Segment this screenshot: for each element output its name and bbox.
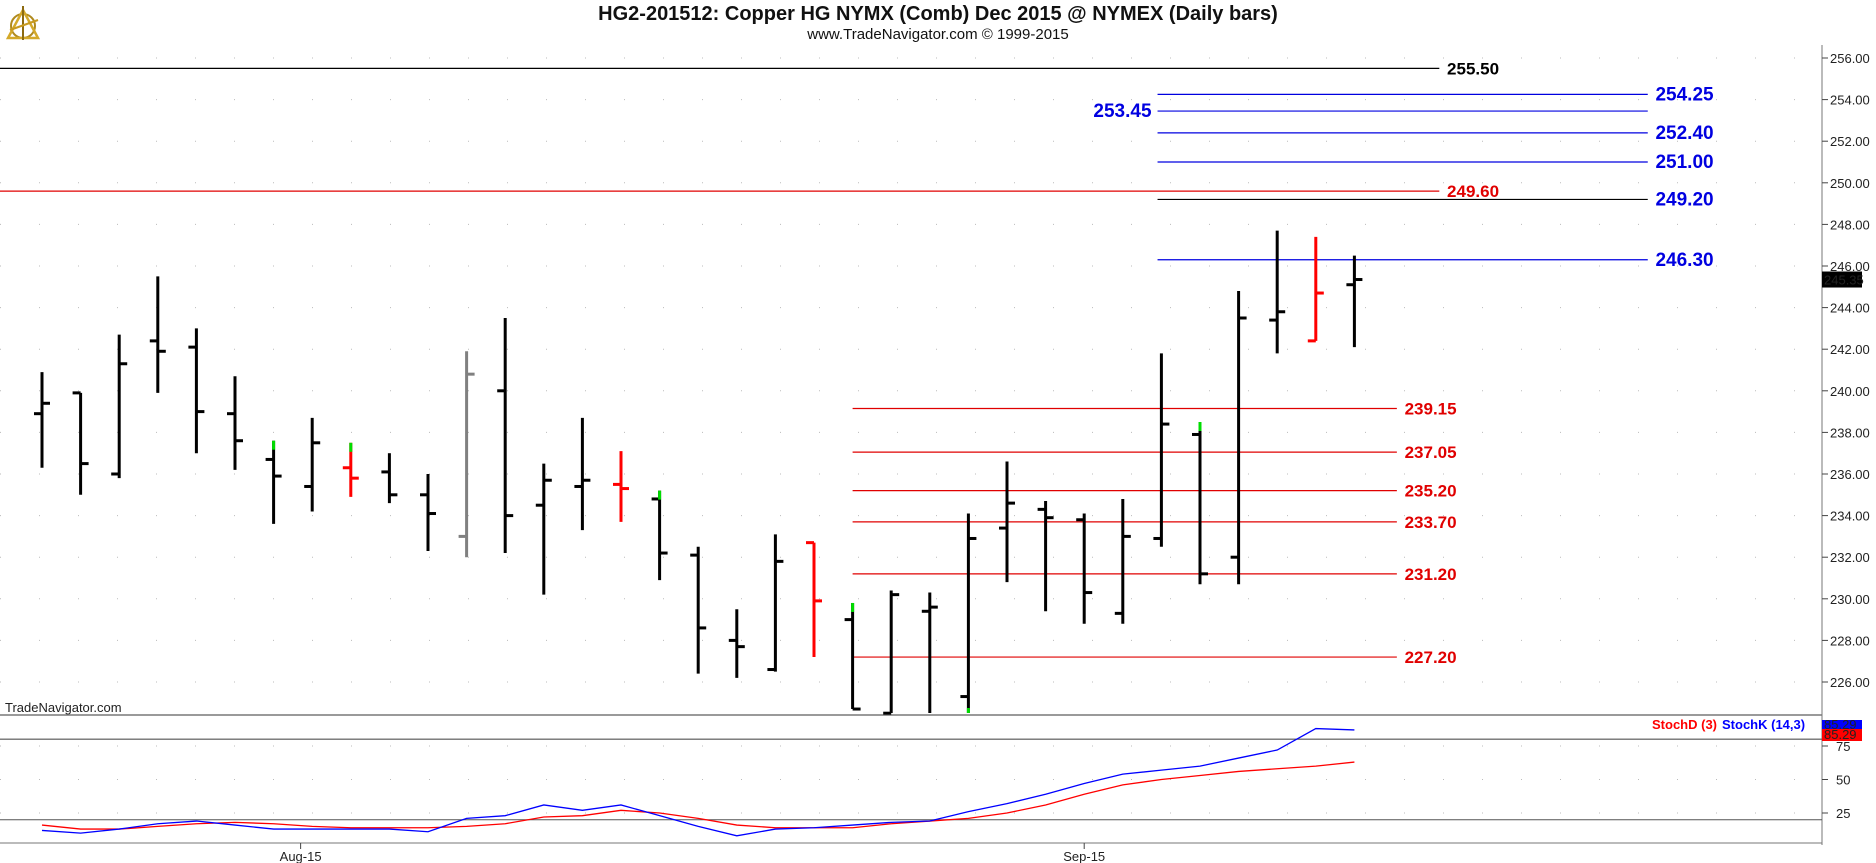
y-tick-label: 238.00 — [1830, 425, 1870, 440]
level-label-246-30: 246.30 — [1655, 250, 1713, 271]
y-tick-label: 246.00 — [1830, 259, 1870, 274]
y-tick-label: 236.00 — [1830, 467, 1870, 482]
level-label-251-00: 251.00 — [1655, 152, 1713, 173]
stoch-d-last-label: 85.29 — [1824, 727, 1857, 742]
level-label-237-05: 237.05 — [1405, 443, 1457, 462]
level-label-239-15: 239.15 — [1405, 399, 1457, 418]
stoch-y-tick-label: 25 — [1836, 806, 1850, 821]
y-tick-label: 234.00 — [1830, 509, 1870, 524]
y-tick-label: 232.00 — [1830, 550, 1870, 565]
stoch-k-line — [41, 727, 1355, 837]
stoch-d-last-box — [1822, 729, 1862, 741]
level-label-235-20: 235.20 — [1405, 482, 1457, 501]
x-tick-label: Sep-15 — [1063, 849, 1105, 863]
y-tick-label: 240.00 — [1830, 384, 1870, 399]
chart-subtitle: www.TradeNavigator.com © 1999-2015 — [807, 26, 1069, 43]
y-tick-label: 256.00 — [1830, 51, 1870, 66]
stoch-y-tick-label: 50 — [1836, 773, 1850, 788]
watermark-label: TradeNavigator.com — [5, 700, 122, 715]
y-tick-label: 250.00 — [1830, 176, 1870, 191]
y-tick-label: 226.00 — [1830, 675, 1870, 690]
x-tick-label: Aug-15 — [280, 849, 322, 863]
level-label-249-60: 249.60 — [1447, 182, 1499, 201]
last-price-box — [1822, 271, 1862, 288]
stoch-y-tick-label: 75 — [1836, 739, 1850, 754]
legend-stoch-d: StochD (3) — [1652, 717, 1717, 732]
level-label-227-20: 227.20 — [1405, 648, 1457, 667]
stoch-k-last-box — [1822, 720, 1862, 730]
y-tick-label: 254.00 — [1830, 93, 1870, 108]
level-label-249-20: 249.20 — [1655, 189, 1713, 210]
y-tick-label: 248.00 — [1830, 217, 1870, 232]
level-label-231-20: 231.20 — [1405, 565, 1457, 584]
price-pane — [0, 45, 1822, 713]
level-label-233-70: 233.70 — [1405, 513, 1457, 532]
level-label-254-25: 254.25 — [1655, 84, 1714, 105]
legend-stoch-k: StochK (14,3) — [1722, 717, 1805, 732]
y-tick-label: 252.00 — [1830, 134, 1870, 149]
last-price-label: 245.35 — [1824, 273, 1864, 288]
stoch-d-line — [41, 761, 1355, 830]
stoch-k-last-label: 85.29 — [1824, 717, 1857, 732]
y-tick-label: 242.00 — [1830, 342, 1870, 357]
y-tick-label: 230.00 — [1830, 592, 1870, 607]
chart-title: HG2-201512: Copper HG NYMX (Comb) Dec 20… — [598, 3, 1278, 25]
chart-header: HG2-201512: Copper HG NYMX (Comb) Dec 20… — [0, 0, 1876, 45]
y-tick-label: 244.00 — [1830, 301, 1870, 316]
sextant-logo-icon — [5, 6, 41, 40]
y-tick-label: 228.00 — [1830, 633, 1870, 648]
level-label-255-50: 255.50 — [1447, 59, 1499, 78]
level-label-253-45: 253.45 — [1093, 101, 1152, 122]
level-label-252-40: 252.40 — [1655, 123, 1713, 144]
